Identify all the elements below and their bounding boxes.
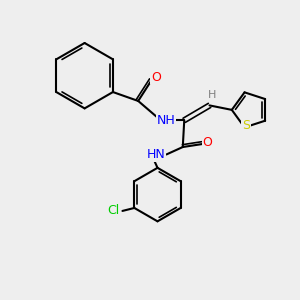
Text: HN: HN bbox=[147, 148, 165, 161]
Text: NH: NH bbox=[157, 114, 176, 127]
Text: Cl: Cl bbox=[107, 204, 120, 218]
Text: H: H bbox=[208, 90, 217, 100]
Text: O: O bbox=[151, 71, 161, 84]
Text: S: S bbox=[242, 119, 250, 132]
Text: O: O bbox=[202, 136, 212, 149]
